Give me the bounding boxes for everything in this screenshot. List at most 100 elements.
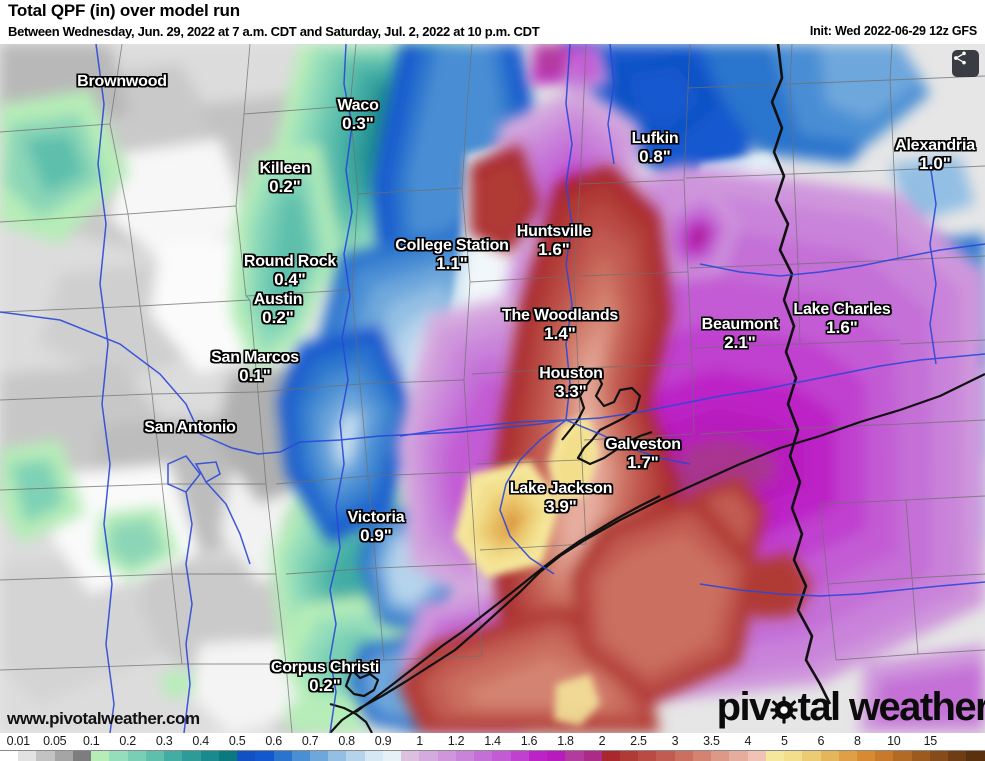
colorbar-tick-label: 0.5 (228, 734, 246, 748)
city-value: 0.8" (639, 146, 671, 166)
colorbar-swatch (437, 751, 456, 761)
city-label: Houston 3.3" (539, 365, 603, 401)
colorbar-swatch (911, 751, 930, 761)
colorbar-tick-label: 1.2 (447, 734, 465, 748)
city-value: 1.0" (919, 153, 951, 173)
colorbar-swatch (200, 751, 219, 761)
header-bar: Total QPF (in) over model run Between We… (0, 0, 985, 44)
colorbar-legend[interactable]: 0.01 0.05 0.1 0.2 0.3 0.4 0.5 0.6 0.7 0.8 0.9 1 1.2 1… (0, 733, 985, 761)
city-value: 0.2" (309, 675, 341, 695)
colorbar-swatch (638, 751, 657, 761)
colorbar-swatch (72, 751, 92, 761)
colorbar-swatch (802, 751, 821, 761)
city-name: Beaumont (701, 316, 779, 333)
colorbar-tick-label: 1.8 (557, 734, 574, 748)
city-label: Brownwood (77, 73, 167, 91)
colorbar-swatch (419, 751, 438, 761)
city-value: 2.1" (724, 332, 756, 352)
colorbar-swatch (547, 751, 566, 761)
city-name: Houston (539, 365, 603, 382)
colorbar-swatch (893, 751, 912, 761)
city-name: San Marcos (211, 349, 299, 366)
colorbar-swatch (455, 751, 475, 761)
colorbar-swatch (291, 751, 310, 761)
city-label: Huntsville 1.6" (516, 223, 592, 259)
city-label: Galveston 1.7" (605, 436, 681, 471)
colorbar-swatch (784, 751, 803, 761)
city-name: Killeen (259, 160, 311, 177)
city-value: 3.3" (555, 381, 587, 401)
city-value: 0.3" (342, 113, 374, 133)
city-value: 0.1" (239, 365, 271, 385)
colorbar-swatch (729, 751, 748, 761)
colorbar-tick-label: 1 (416, 734, 423, 748)
city-name: Huntsville (516, 223, 592, 240)
weather-map[interactable]: Brownwood Waco 0.3" Killeen 0.2" Lufkin 0.8" Al… (0, 44, 985, 733)
page-title: Total QPF (in) over model run (8, 1, 240, 20)
city-label: The Woodlands 1.4" (501, 307, 619, 342)
city-value: 3.9" (545, 496, 577, 516)
colorbar-tick-label: 6 (817, 734, 825, 748)
colorbar-swatch (747, 751, 766, 761)
city-label: Lake Charles 1.6" (793, 301, 890, 337)
colorbar-tick-label: 1.6 (520, 734, 538, 748)
share-button[interactable] (952, 50, 979, 77)
colorbar-tick-label: 2 (598, 734, 606, 748)
city-name: Brownwood (77, 73, 167, 90)
colorbar-swatch (182, 751, 201, 761)
colorbar-swatch (948, 751, 967, 761)
colorbar-swatch (109, 751, 128, 761)
colorbar-swatch (601, 751, 620, 761)
city-name: The Woodlands (501, 307, 619, 324)
colorbar-tick-labels: 0.01 0.05 0.1 0.2 0.3 0.4 0.5 0.6 0.7 0.8 0.9 1 1.2 1… (0, 733, 985, 750)
city-value: 0.4" (274, 269, 306, 289)
colorbar-swatch (656, 751, 675, 761)
city-label: Lufkin 0.8" (631, 130, 679, 166)
colorbar-tick-label: 0.4 (192, 734, 209, 748)
city-label: Waco 0.3" (337, 97, 378, 133)
city-name: College Station (395, 237, 509, 254)
colorbar-swatch (711, 751, 730, 761)
city-value: 1.1" (436, 253, 468, 273)
colorbar-swatch (364, 751, 383, 761)
colorbar-swatch (36, 751, 55, 761)
colorbar-swatch (346, 751, 365, 761)
colorbar-swatch (692, 751, 712, 761)
colorbar-tick-label: 5 (781, 734, 788, 748)
colorbar-swatch (619, 751, 639, 761)
colorbar-tick-label: 0.05 (43, 734, 67, 748)
colorbar-swatch (474, 751, 493, 761)
colorbar-swatch (674, 751, 693, 761)
share-icon (954, 51, 966, 65)
colorbar-tick-label: 2.5 (630, 734, 647, 748)
brand-watermark: piv tal weather (717, 687, 985, 727)
colorbar-tick-label: 0.2 (119, 734, 136, 748)
city-label: Alexandria 1.0" (895, 137, 975, 173)
colorbar-tick-label: 0.9 (374, 734, 392, 748)
city-label: Round Rock 0.4" (244, 253, 336, 289)
colorbar-swatch (929, 751, 949, 761)
city-name: Austin (253, 291, 303, 308)
colorbar-tick-label: 3.5 (703, 734, 720, 748)
city-value: 1.6" (826, 317, 858, 337)
colorbar-swatch (54, 751, 73, 761)
colorbar-swatch (492, 751, 511, 761)
city-name: Corpus Christi (270, 659, 380, 676)
city-name: Lufkin (631, 130, 679, 147)
colorbar-tick-label: 15 (923, 734, 938, 748)
colorbar-swatch (510, 751, 529, 761)
colorbar-swatch (18, 751, 37, 761)
city-label: College Station 1.1" (395, 237, 509, 273)
city-label: San Marcos 0.1" (211, 349, 299, 385)
city-label: Killeen 0.2" (259, 160, 311, 195)
colorbar-swatch (765, 751, 785, 761)
colorbar-swatch (309, 751, 329, 761)
colorbar-tick-label: 0.7 (301, 734, 319, 748)
city-label: Lake Jackson 3.9" (510, 480, 613, 516)
city-name: San Antonio (144, 419, 236, 436)
colorbar-swatch (401, 751, 420, 761)
city-label: Beaumont 2.1" (701, 316, 779, 352)
city-value: 1.6" (538, 239, 570, 259)
precipitation-field (0, 44, 985, 733)
city-label: San Antonio (144, 419, 236, 437)
